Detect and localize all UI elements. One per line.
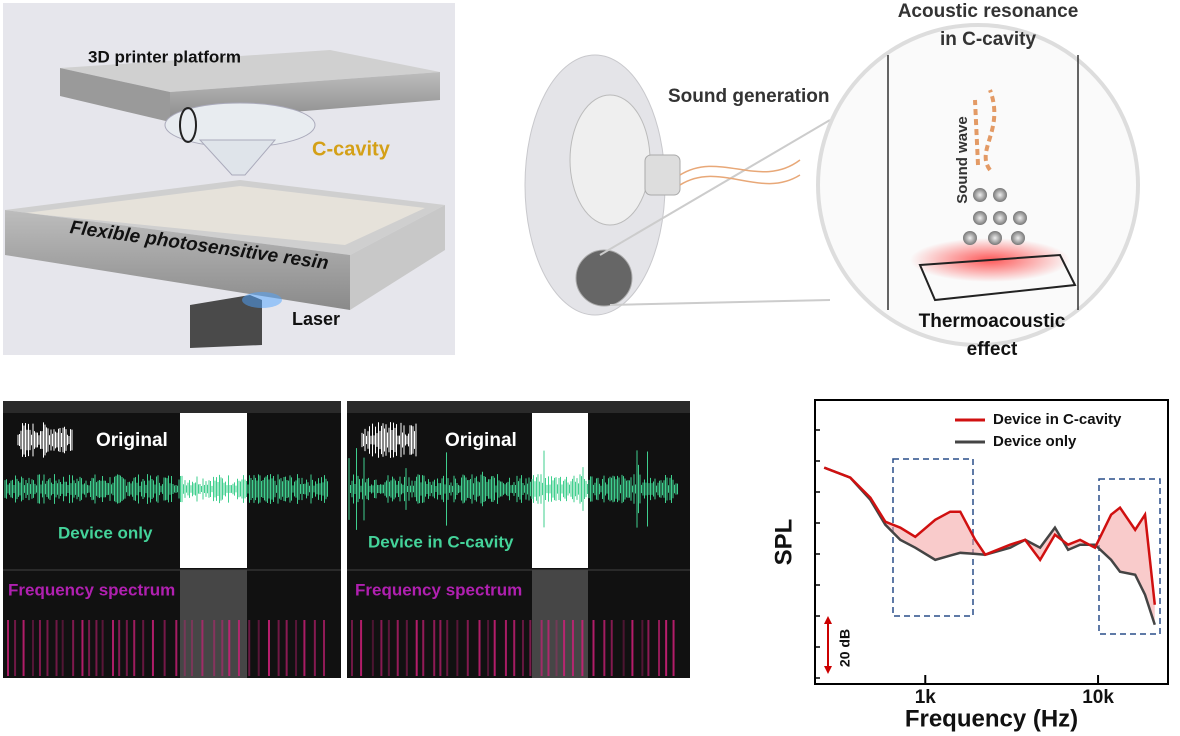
panel-b: Sound generation Acoustic resonance in C…	[524, 1, 1140, 360]
platform-label: 3D printer platform	[88, 47, 241, 66]
scale-label: 20 dB	[837, 629, 853, 667]
timeline	[347, 401, 690, 413]
scale-arrow	[824, 666, 832, 674]
molecules	[963, 188, 1027, 245]
series-line	[823, 466, 1157, 605]
legend-label: Device in C-cavity	[993, 411, 1122, 428]
x-axis-label: Frequency (Hz)	[905, 705, 1078, 732]
sound-lines	[679, 159, 801, 186]
original-waveform	[17, 422, 73, 458]
zoom-line	[599, 119, 831, 256]
effect-label: effect	[967, 339, 1018, 360]
original-waveform	[361, 422, 417, 458]
original-label: Original	[445, 430, 517, 451]
laser-label: Laser	[292, 309, 340, 329]
zoom-line	[609, 299, 831, 306]
legend-label: Device only	[993, 433, 1077, 450]
platform-side	[60, 68, 170, 122]
tray-side	[350, 205, 445, 310]
laser-glow	[242, 292, 282, 308]
laser-box	[190, 295, 262, 348]
panel-a: 3D printer platform C-cavity Flexible ph…	[3, 3, 455, 355]
editor-1: Original Device only Frequency spectrum	[3, 401, 341, 678]
wave-label: Sound wave	[954, 116, 971, 204]
sound-wave	[973, 89, 997, 172]
y-axis-label: SPL	[770, 519, 797, 566]
spectrum-label: Frequency spectrum	[355, 580, 522, 599]
resonance-title: Acoustic resonance	[898, 1, 1079, 22]
original-label: Original	[96, 430, 168, 451]
resin	[25, 186, 425, 245]
earbud-nozzle	[644, 154, 681, 196]
trace-label: Device only	[58, 523, 153, 542]
x-tick-label: 10k	[1082, 687, 1114, 708]
spectrum-label: Frequency spectrum	[8, 580, 175, 599]
trace-label: Device in C-cavity	[368, 532, 514, 551]
cavity-ring	[179, 107, 197, 143]
timeline	[3, 401, 341, 413]
editor-bg	[3, 401, 341, 678]
waveform	[348, 448, 678, 530]
platform-top	[60, 50, 440, 92]
waveform	[4, 474, 328, 504]
scale-arrow	[824, 616, 832, 624]
graphene	[918, 253, 1077, 302]
selection-spectrum	[180, 570, 247, 678]
earbud-cavity	[569, 94, 651, 226]
highlight-box	[1098, 478, 1161, 635]
cavity-label: C-cavity	[312, 138, 391, 160]
x-tick-label: 1k	[915, 687, 937, 708]
cavity-funnel	[198, 139, 277, 176]
plot-frame	[814, 399, 1169, 685]
panel-c: Original Device only Frequency spectrum …	[3, 401, 690, 678]
series-line	[823, 466, 1156, 626]
selection-spectrum	[532, 570, 588, 678]
earbud-mesh	[575, 249, 633, 307]
sound-label: Sound generation	[668, 86, 830, 107]
resonance-title: in C-cavity	[940, 29, 1037, 50]
highlight-box	[892, 458, 974, 617]
difference-fill	[824, 467, 1155, 625]
zoom-circle	[816, 23, 1140, 347]
effect-label: Thermoacoustic	[919, 311, 1066, 332]
tray-front	[5, 210, 350, 310]
